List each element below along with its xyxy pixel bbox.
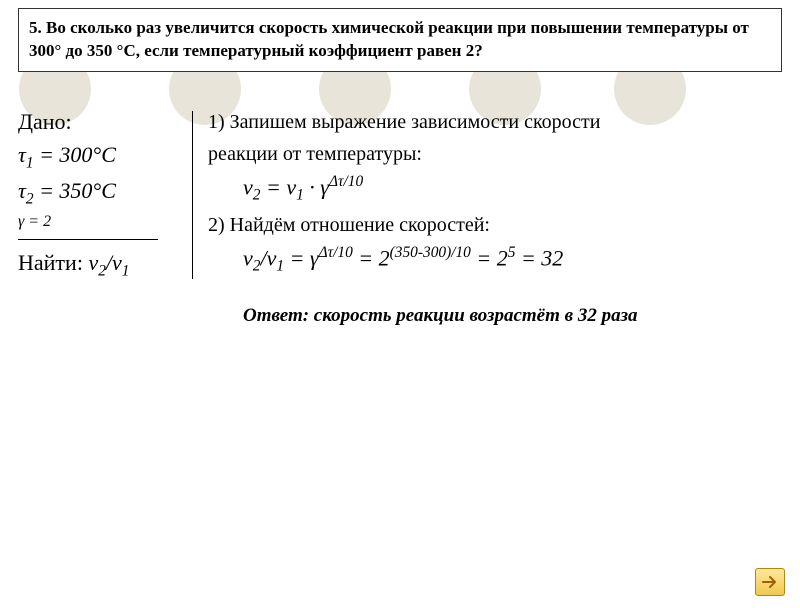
tau1-value: = 300°С [39, 142, 116, 167]
f1-v1: v [286, 174, 296, 199]
f2-base3: = 2 [471, 245, 508, 270]
answer-text: Ответ: скорость реакции возрастёт в 32 р… [243, 305, 782, 327]
step1-text: 1) Запишем выражение зависимости скорост… [208, 107, 782, 137]
formula2: v2/v1 = γΔτ/10 = 2(350-300)/10 = 25 = 32 [243, 242, 782, 277]
f2-exp1: Δτ/10 [319, 244, 353, 261]
find-sub2: 2 [98, 262, 106, 279]
content-area: Дано: τ1 = 300°С τ2 = 350°С γ = 2 Найти:… [0, 107, 800, 328]
f1-gamma: · γ [309, 174, 329, 199]
given-tau1: τ1 = 300°С [18, 140, 181, 174]
tau2-value: = 350°С [39, 178, 116, 203]
arrow-right-icon [762, 575, 778, 589]
f2-result: = 32 [515, 245, 563, 270]
f2-base2: = 2 [353, 245, 390, 270]
find-label: Найти: [18, 250, 83, 275]
find-v1: v [88, 250, 98, 275]
find-sub1: 1 [122, 262, 130, 279]
given-gamma: γ = 2 [18, 212, 181, 231]
given-title: Дано: [18, 107, 181, 138]
f2-v2: v [267, 245, 277, 270]
step2-text: 2) Найдём отношение скоростей: [208, 210, 782, 240]
tau2-sub: 2 [26, 190, 34, 207]
tau2-symbol: τ [18, 178, 26, 203]
f2-v1: v [243, 245, 253, 270]
tau1-symbol: τ [18, 142, 26, 167]
f1-sub1: 1 [296, 187, 304, 204]
f1-sub2: 2 [253, 187, 261, 204]
tau1-sub: 1 [26, 154, 34, 171]
question-box: 5. Во сколько раз увеличится скорость хи… [18, 8, 782, 72]
f1-exp: Δτ/10 [329, 173, 363, 190]
given-tau2: τ2 = 350°С [18, 176, 181, 210]
formula1: v2 = v1 · γΔτ/10 [243, 171, 782, 206]
find-line: Найти: v2/v1 [18, 248, 181, 282]
f1-v2: v [243, 174, 253, 199]
next-button[interactable] [755, 568, 785, 596]
question-text: 5. Во сколько раз увеличится скорость хи… [29, 17, 771, 63]
given-divider-line [18, 239, 158, 240]
f2-sub1: 1 [276, 258, 284, 275]
f2-gamma: = γ [284, 245, 319, 270]
vertical-divider [192, 111, 193, 279]
solution-section: 1) Запишем выражение зависимости скорост… [193, 107, 782, 328]
find-v2: v [112, 250, 122, 275]
f2-exp2: (350-300)/10 [390, 244, 471, 261]
given-section: Дано: τ1 = 300°С τ2 = 350°С γ = 2 Найти:… [18, 107, 193, 328]
f1-eq: = [266, 174, 286, 199]
step1-cont: реакции от температуры: [208, 139, 782, 169]
